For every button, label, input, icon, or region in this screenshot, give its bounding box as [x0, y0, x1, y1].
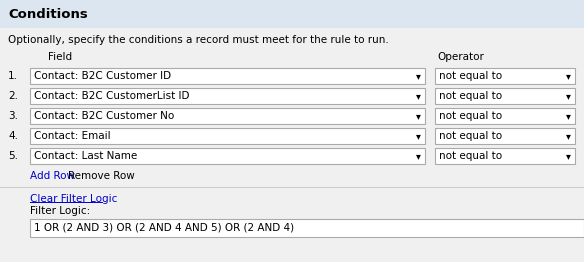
- Text: Contact: B2C Customer ID: Contact: B2C Customer ID: [34, 71, 171, 81]
- Text: Conditions: Conditions: [8, 8, 88, 20]
- Text: Contact: B2C Customer No: Contact: B2C Customer No: [34, 111, 174, 121]
- Text: Add Row: Add Row: [30, 171, 75, 181]
- Text: 1 OR (2 AND 3) OR (2 AND 4 AND 5) OR (2 AND 4): 1 OR (2 AND 3) OR (2 AND 4 AND 5) OR (2 …: [34, 223, 294, 233]
- FancyBboxPatch shape: [435, 108, 575, 124]
- FancyBboxPatch shape: [435, 68, 575, 84]
- FancyBboxPatch shape: [30, 128, 425, 144]
- Text: Remove Row: Remove Row: [68, 171, 135, 181]
- Text: not equal to: not equal to: [439, 91, 502, 101]
- Text: Optionally, specify the conditions a record must meet for the rule to run.: Optionally, specify the conditions a rec…: [8, 35, 389, 45]
- Text: ▾: ▾: [416, 91, 420, 101]
- FancyBboxPatch shape: [435, 128, 575, 144]
- Text: Operator: Operator: [437, 52, 484, 62]
- Text: 2.: 2.: [8, 91, 18, 101]
- FancyBboxPatch shape: [30, 108, 425, 124]
- Text: ▾: ▾: [565, 71, 571, 81]
- Text: not equal to: not equal to: [439, 151, 502, 161]
- FancyBboxPatch shape: [0, 0, 584, 28]
- Text: ▾: ▾: [565, 131, 571, 141]
- Text: ▾: ▾: [416, 111, 420, 121]
- Text: Filter Logic:: Filter Logic:: [30, 206, 91, 216]
- Text: not equal to: not equal to: [439, 111, 502, 121]
- FancyBboxPatch shape: [30, 219, 584, 237]
- Text: ▾: ▾: [565, 111, 571, 121]
- Text: 5.: 5.: [8, 151, 18, 161]
- Text: Clear Filter Logic: Clear Filter Logic: [30, 194, 117, 204]
- Text: not equal to: not equal to: [439, 71, 502, 81]
- Text: 4.: 4.: [8, 131, 18, 141]
- Text: 3.: 3.: [8, 111, 18, 121]
- Text: Contact: Last Name: Contact: Last Name: [34, 151, 137, 161]
- Text: Contact: B2C CustomerList ID: Contact: B2C CustomerList ID: [34, 91, 189, 101]
- Text: ▾: ▾: [565, 151, 571, 161]
- Text: ▾: ▾: [416, 71, 420, 81]
- Text: not equal to: not equal to: [439, 131, 502, 141]
- FancyBboxPatch shape: [30, 88, 425, 104]
- FancyBboxPatch shape: [435, 88, 575, 104]
- Text: Field: Field: [48, 52, 72, 62]
- FancyBboxPatch shape: [435, 148, 575, 164]
- Text: 1.: 1.: [8, 71, 18, 81]
- Text: ▾: ▾: [416, 131, 420, 141]
- FancyBboxPatch shape: [30, 68, 425, 84]
- Text: ▾: ▾: [565, 91, 571, 101]
- FancyBboxPatch shape: [30, 148, 425, 164]
- Text: ▾: ▾: [416, 151, 420, 161]
- Text: Contact: Email: Contact: Email: [34, 131, 110, 141]
